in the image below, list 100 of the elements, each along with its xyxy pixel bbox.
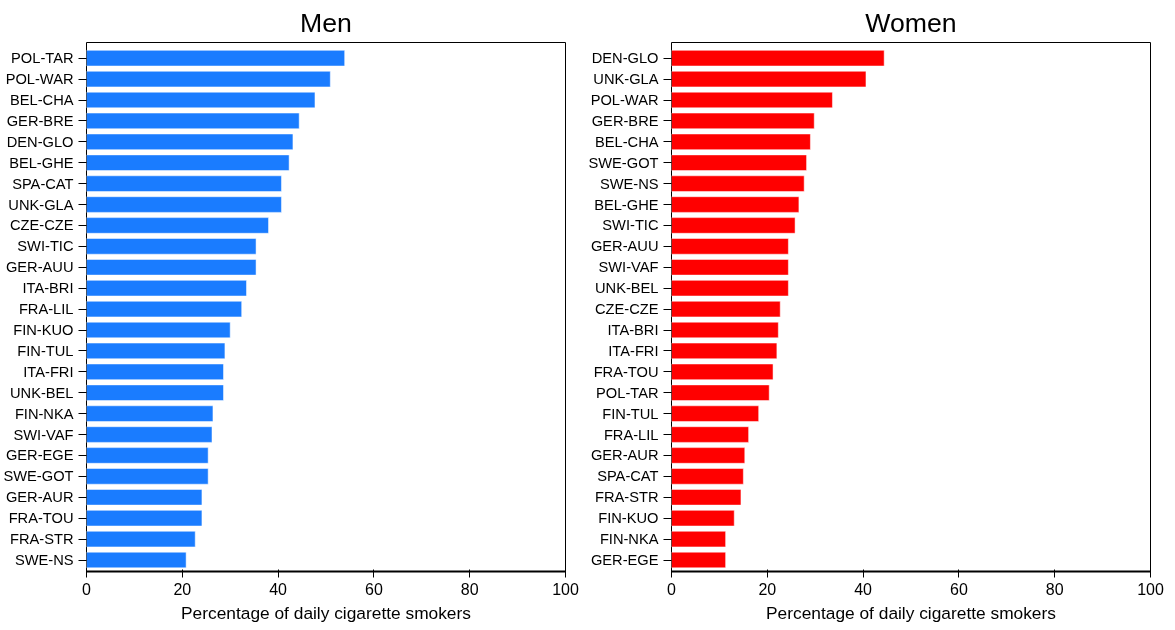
bar [86, 154, 290, 171]
y-tick-label: CZE-CZE [594, 301, 659, 318]
y-tick-label: BEL-CHA [594, 133, 659, 150]
y-tick-label: UNK-GLA [593, 71, 659, 88]
y-tick-label: GER-AUU [590, 238, 659, 255]
bar [671, 259, 789, 276]
y-tick-label: DEN-GLO [591, 50, 659, 67]
bar [671, 551, 726, 569]
y-tick-label: POL-WAR [590, 92, 659, 108]
bar [86, 175, 282, 192]
y-tick-label: BEL-GHE [9, 154, 74, 171]
bar [86, 50, 345, 67]
y-tick-label: GER-EGE [5, 447, 74, 464]
bar [86, 321, 231, 339]
bar [86, 133, 294, 150]
y-tick-label: SPA-CAT [597, 468, 659, 485]
x-tick-label: 40 [854, 580, 873, 598]
x-tick-label: 20 [758, 580, 777, 598]
y-tick-label: CZE-CZE [9, 217, 74, 234]
bar [671, 342, 778, 359]
bar [671, 426, 749, 443]
y-tick-label: DEN-GLO [6, 133, 74, 150]
y-tick-label: GER-BRE [6, 112, 74, 129]
y-tick-label: UNK-BEL [594, 280, 659, 297]
bar [86, 405, 214, 422]
y-tick-label: SPA-CAT [12, 175, 74, 192]
bar [671, 468, 744, 485]
y-tick-label: FIN-NKA [599, 531, 659, 548]
y-tick-label: FRA-STR [9, 531, 74, 548]
bar [671, 175, 805, 192]
bar [86, 259, 257, 276]
y-tick-label: FRA-STR [594, 489, 659, 506]
bar [671, 50, 885, 67]
bar [86, 112, 300, 129]
chart-title: Men [300, 7, 352, 38]
bar [86, 342, 226, 359]
y-tick-label: UNK-GLA [8, 196, 74, 213]
bar [671, 447, 746, 464]
y-tick-label: ITA-FRI [608, 342, 659, 359]
y-tick-label: BEL-CHA [9, 92, 74, 108]
y-tick-label: POL-TAR [596, 384, 659, 401]
y-tick-label: POL-WAR [5, 71, 74, 88]
x-tick-label: 60 [950, 580, 968, 598]
bar [671, 301, 781, 318]
y-tick-label: FRA-TOU [593, 363, 659, 380]
y-tick-label: GER-AUU [5, 259, 74, 276]
bar [671, 405, 759, 422]
bar [671, 133, 811, 150]
bar [671, 196, 800, 213]
x-tick-label: 80 [460, 580, 479, 598]
y-tick-label: SWI-TIC [602, 217, 659, 234]
x-axis-title: Percentage of daily cigarette smokers [766, 602, 1057, 623]
bar [86, 363, 224, 380]
bar [86, 71, 331, 88]
bar [86, 468, 209, 485]
y-tick-label: SWE-GOT [3, 468, 74, 485]
bar [86, 551, 187, 569]
bar [671, 531, 726, 548]
y-tick-label: FRA-TOU [8, 510, 74, 527]
bar [671, 280, 789, 297]
y-tick-label: FIN-TUL [602, 405, 659, 422]
y-tick-label: FIN-NKA [14, 405, 74, 422]
y-tick-label: SWI-TIC [17, 238, 74, 255]
y-tick-label: ITA-BRI [22, 280, 74, 297]
x-tick-label: 40 [269, 580, 288, 598]
y-tick-label: FIN-TUL [17, 342, 74, 359]
y-tick-label: SWE-NS [599, 175, 659, 192]
y-tick-label: FRA-LIL [603, 426, 659, 443]
bar [86, 238, 257, 255]
y-tick-label: POL-TAR [11, 50, 74, 67]
bar [86, 531, 196, 548]
x-axis-title: Percentage of daily cigarette smokers [181, 602, 472, 623]
x-tick-label: 60 [365, 580, 383, 598]
bar [86, 384, 224, 401]
bar [671, 363, 774, 380]
chart-title: Women [865, 7, 957, 38]
y-tick-label: SWE-GOT [588, 154, 659, 171]
bar [86, 489, 203, 506]
bar [671, 321, 779, 339]
x-tick-label: 100 [552, 580, 579, 598]
y-tick-label: FIN-KUO [13, 322, 74, 338]
bar [671, 91, 833, 109]
bar [671, 112, 815, 129]
x-tick-label: 80 [1045, 580, 1064, 598]
bar [671, 71, 867, 88]
x-tick-label: 20 [173, 580, 192, 598]
y-tick-label: SWI-VAF [13, 426, 74, 443]
y-tick-label: SWI-VAF [598, 259, 659, 276]
y-tick-label: UNK-BEL [9, 384, 74, 401]
bar [671, 217, 796, 234]
bar [86, 447, 209, 464]
y-tick-label: GER-AUR [5, 489, 74, 506]
x-tick-label: 0 [82, 580, 92, 598]
y-tick-label: GER-EGE [590, 552, 659, 568]
bar [86, 196, 282, 213]
y-tick-label: BEL-GHE [594, 196, 659, 213]
x-tick-label: 0 [667, 580, 677, 598]
y-tick-label: GER-AUR [590, 447, 659, 464]
bar [86, 280, 247, 297]
bar [671, 238, 789, 255]
